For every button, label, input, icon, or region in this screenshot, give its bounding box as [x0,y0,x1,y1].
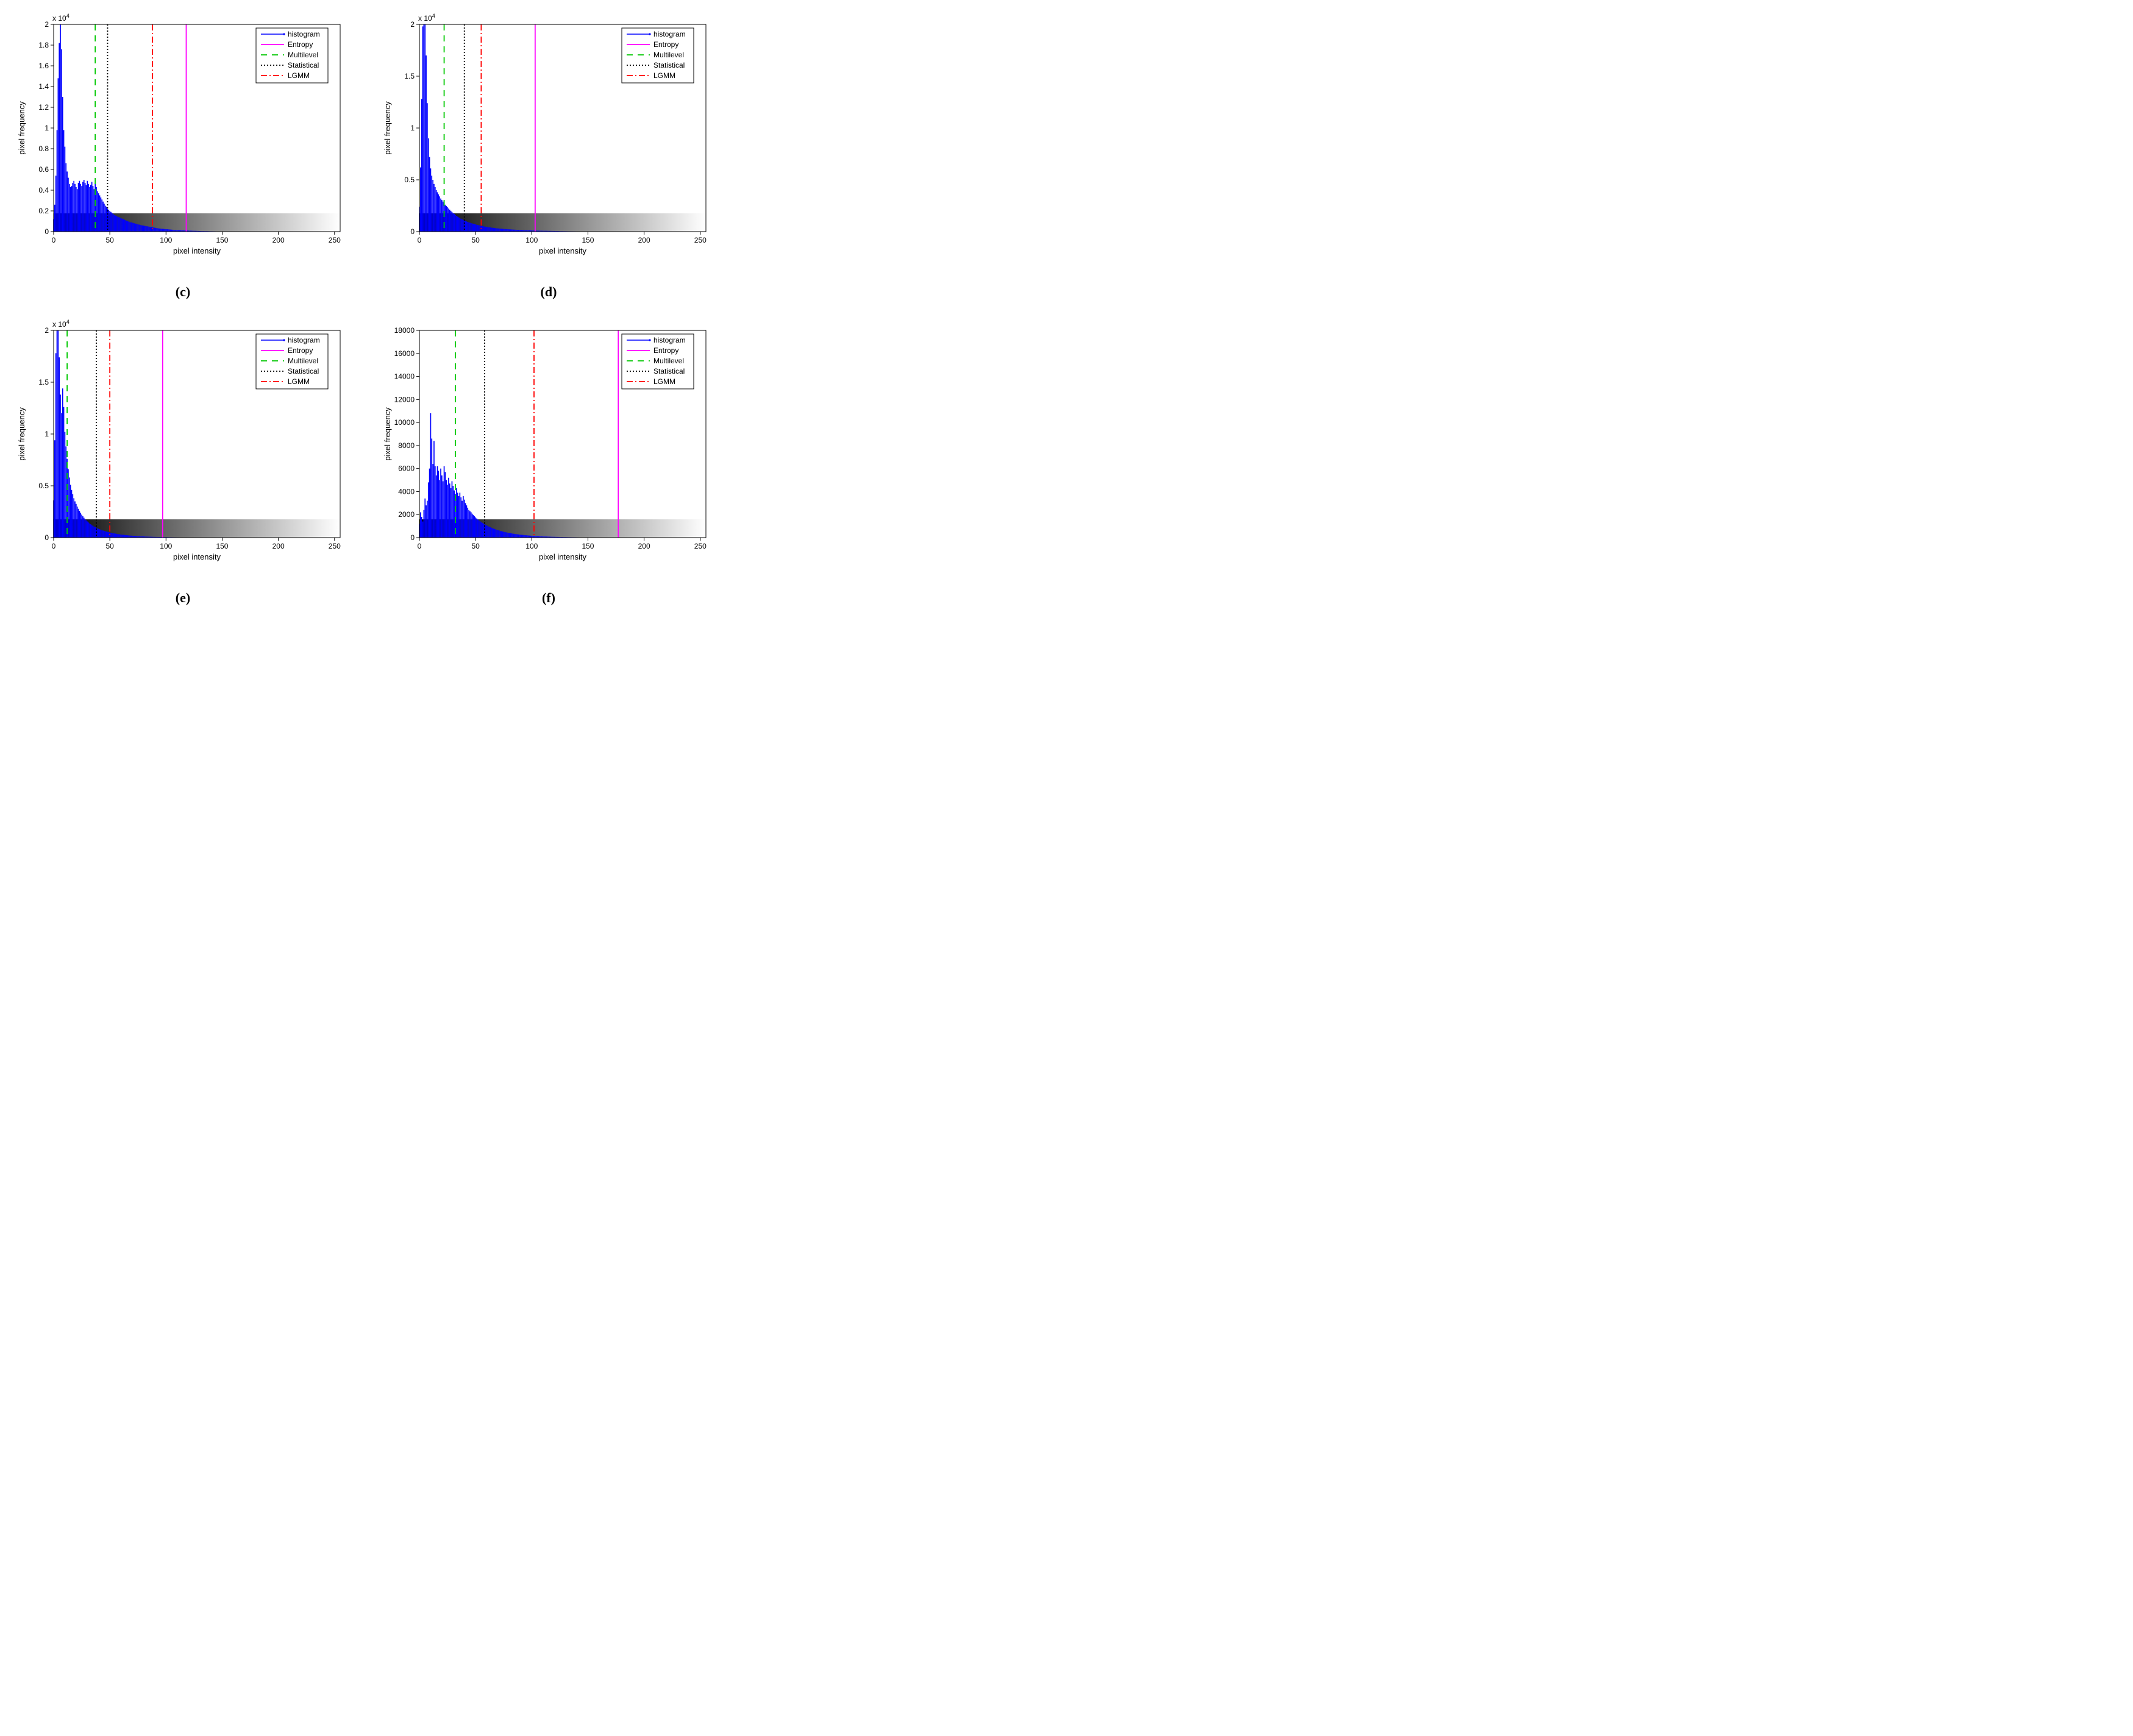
svg-text:250: 250 [694,236,707,244]
svg-text:1.8: 1.8 [38,41,49,49]
svg-text:LGMM: LGMM [288,71,310,80]
svg-text:0: 0 [418,236,422,244]
panel-e: 0 50 100 150 200 250 0 0.5 1 1.5 2 pixel intensity p… [12,318,354,606]
svg-text:0.4: 0.4 [38,186,49,194]
panel-label: (f) [542,590,555,606]
legend: histogram Entropy Multilevel Statistical LGM… [622,28,694,83]
svg-text:50: 50 [105,236,114,244]
svg-text:histogram: histogram [288,336,320,344]
svg-text:2: 2 [45,20,49,29]
legend: histogram Entropy Multilevel Statistical LGM… [256,334,328,389]
x-axis-label: pixel intensity [173,552,221,561]
svg-text:16000: 16000 [394,349,415,358]
svg-text:0.8: 0.8 [38,144,49,153]
svg-text:0.2: 0.2 [38,207,49,215]
svg-text:2: 2 [45,326,49,335]
svg-text:50: 50 [105,542,114,550]
svg-text:Multilevel: Multilevel [653,357,684,365]
svg-text:150: 150 [216,236,228,244]
svg-text:1.4: 1.4 [38,82,49,91]
svg-text:8000: 8000 [398,441,415,450]
svg-text:histogram: histogram [288,30,320,38]
svg-text:Multilevel: Multilevel [288,51,318,59]
svg-text:2000: 2000 [398,510,415,519]
y-axis-label: pixel frequency [17,407,26,461]
svg-text:1.5: 1.5 [38,378,49,386]
svg-text:Statistical: Statistical [288,61,319,69]
svg-text:1: 1 [410,124,415,132]
x-axis-label: pixel intensity [173,246,221,255]
y-exponent-label: x 104 [52,13,69,23]
panel-c: 0 50 100 150 200 250 0 0.2 0.4 0.6 0.8 1 1.2 1.4 1.6 1.… [12,12,354,300]
svg-text:0: 0 [418,542,422,550]
svg-text:100: 100 [160,236,172,244]
panel-label: (d) [541,284,557,300]
svg-text:0: 0 [410,227,415,236]
svg-text:250: 250 [329,542,341,550]
legend: histogram Entropy Multilevel Statistical LGM… [256,28,328,83]
svg-text:250: 250 [329,236,341,244]
svg-text:Statistical: Statistical [653,61,685,69]
svg-text:1.5: 1.5 [404,72,415,80]
svg-text:200: 200 [272,236,285,244]
svg-text:0.5: 0.5 [404,176,415,184]
svg-text:1.6: 1.6 [38,62,49,70]
svg-text:14000: 14000 [394,372,415,381]
svg-text:100: 100 [160,542,172,550]
panel-label: (c) [176,284,190,300]
svg-text:150: 150 [582,542,594,550]
svg-text:Entropy: Entropy [653,346,678,355]
svg-text:100: 100 [525,236,538,244]
svg-text:LGMM: LGMM [653,377,675,386]
svg-text:150: 150 [216,542,228,550]
svg-text:100: 100 [525,542,538,550]
svg-text:1.2: 1.2 [38,103,49,112]
x-axis-label: pixel intensity [539,552,587,561]
svg-text:LGMM: LGMM [288,377,310,386]
svg-text:250: 250 [694,542,707,550]
svg-text:1: 1 [45,430,49,438]
svg-text:10000: 10000 [394,418,415,427]
panel-d: 0 50 100 150 200 250 0 0.5 1 1.5 2 pixel intensity p… [378,12,719,300]
svg-text:0.6: 0.6 [38,165,49,174]
svg-text:200: 200 [638,236,650,244]
svg-text:0: 0 [45,227,49,236]
svg-text:0: 0 [410,533,415,542]
svg-text:12000: 12000 [394,395,415,404]
svg-text:18000: 18000 [394,326,415,335]
svg-text:0: 0 [45,533,49,542]
legend: histogram Entropy Multilevel Statistical LGM… [622,334,694,389]
svg-text:2: 2 [410,20,415,29]
svg-text:0: 0 [52,542,56,550]
svg-text:150: 150 [582,236,594,244]
svg-text:0: 0 [52,236,56,244]
svg-text:Statistical: Statistical [653,367,685,375]
panel-f: 0 50 100 150 200 250 0 2000 4000 6000 8000 10000 120… [378,318,719,606]
svg-text:50: 50 [471,236,480,244]
y-exponent-label: x 104 [52,319,69,329]
svg-text:4000: 4000 [398,487,415,496]
svg-text:Multilevel: Multilevel [288,357,318,365]
svg-text:LGMM: LGMM [653,71,675,80]
svg-text:Multilevel: Multilevel [653,51,684,59]
svg-text:Entropy: Entropy [653,40,678,49]
svg-text:1: 1 [45,124,49,132]
y-axis-label: pixel frequency [383,407,392,461]
svg-text:6000: 6000 [398,464,415,473]
svg-text:Entropy: Entropy [288,40,313,49]
panel-label: (e) [176,590,190,606]
svg-text:200: 200 [272,542,285,550]
y-axis-label: pixel frequency [383,101,392,155]
svg-text:Entropy: Entropy [288,346,313,355]
svg-text:histogram: histogram [653,336,686,344]
svg-text:200: 200 [638,542,650,550]
y-exponent-label: x 104 [418,13,435,23]
svg-text:0.5: 0.5 [38,482,49,490]
svg-text:Statistical: Statistical [288,367,319,375]
y-axis-label: pixel frequency [17,101,26,155]
svg-text:histogram: histogram [653,30,686,38]
svg-text:50: 50 [471,542,480,550]
x-axis-label: pixel intensity [539,246,587,255]
